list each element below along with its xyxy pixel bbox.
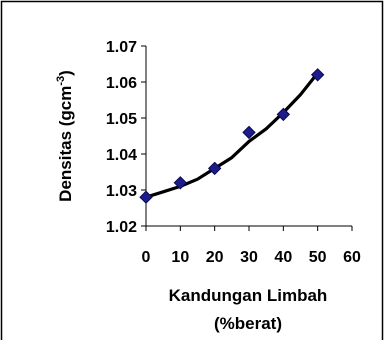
x-axis-label-line2: (%berat) <box>214 314 282 333</box>
data-point <box>310 68 325 82</box>
x-tick-label: 60 <box>343 249 361 266</box>
x-tick-label: 40 <box>274 249 292 266</box>
x-ticks: 0 10 20 30 40 50 60 <box>142 226 361 266</box>
y-axis-label: Densitas (gcm-3) <box>55 70 75 202</box>
y-tick-label: 1.04 <box>106 147 137 164</box>
x-axis-label-line1: Kandungan Limbah <box>169 286 328 305</box>
plot-area: 0 10 20 30 40 50 60 1.02 1.03 1.04 1.05 1.06 1.07 <box>106 39 361 266</box>
x-tick-label: 20 <box>206 249 224 266</box>
y-ticks: 1.02 1.03 1.04 1.05 1.06 1.07 <box>106 39 146 236</box>
y-tick-label: 1.06 <box>106 75 137 92</box>
y-tick-label: 1.05 <box>106 111 137 128</box>
x-tick-label: 10 <box>171 249 189 266</box>
data-point <box>242 125 256 140</box>
x-tick-label: 30 <box>240 249 258 266</box>
data-point <box>139 190 153 204</box>
y-tick-label: 1.02 <box>106 219 137 236</box>
y-axis-label-main: Densitas (gcm <box>56 86 75 202</box>
y-tick-label: 1.07 <box>106 39 137 56</box>
x-tick-label: 0 <box>142 249 151 266</box>
y-tick-label: 1.03 <box>106 183 137 200</box>
data-markers <box>139 68 325 204</box>
data-point <box>173 176 188 190</box>
data-point <box>276 107 291 122</box>
x-tick-label: 50 <box>309 249 327 266</box>
trendline <box>144 71 320 199</box>
y-axis-label-superscript: -3 <box>55 76 67 86</box>
y-axis-label-close: ) <box>56 70 75 76</box>
data-point <box>207 161 222 176</box>
